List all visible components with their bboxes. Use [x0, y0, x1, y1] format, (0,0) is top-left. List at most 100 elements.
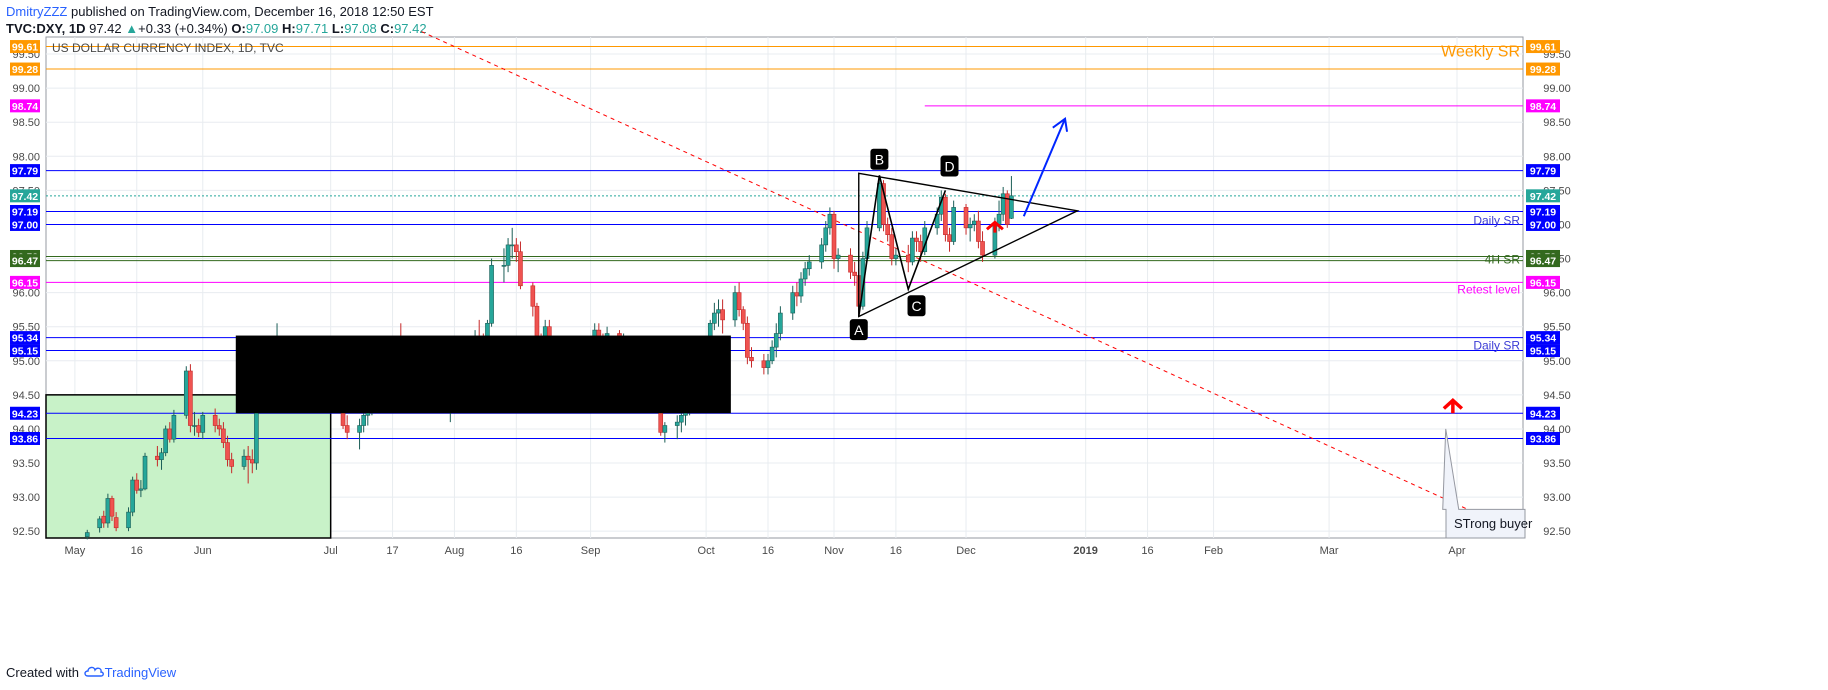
weekly-sr-label: Weekly SR	[1441, 44, 1520, 61]
publish-info: DmitryZZZ published on TradingView.com, …	[6, 4, 434, 19]
h4-sr-label: 4H SR	[1485, 253, 1521, 267]
price-badge-left-label: 95.34	[12, 333, 38, 345]
price-badge-right	[1526, 254, 1560, 268]
candle-body	[765, 360, 771, 368]
candle-body	[155, 455, 160, 460]
author-link[interactable]: DmitryZZZ	[6, 4, 68, 19]
candle-body	[943, 196, 948, 235]
x-tick-label: 17	[386, 545, 398, 557]
candle-body	[819, 244, 824, 263]
x-tick-label: Sep	[581, 545, 601, 557]
point-c-label: C	[911, 298, 921, 314]
open-label: O:	[231, 21, 246, 36]
close-value: 97.42	[394, 21, 427, 36]
candle-body	[720, 309, 725, 321]
candle-body	[200, 415, 206, 433]
candle-body	[229, 459, 234, 467]
x-tick-label: 16	[890, 545, 902, 557]
x-tick-label: Aug	[445, 545, 465, 557]
redaction-box	[235, 335, 731, 414]
low-value: 97.08	[344, 21, 377, 36]
candle-body	[212, 415, 218, 426]
y-tick-label-right: 99.00	[1543, 83, 1571, 95]
price-badge-left	[10, 431, 40, 445]
open-value: 97.09	[245, 21, 279, 36]
x-tick-label: May	[64, 545, 85, 557]
price-badge-right	[1526, 204, 1560, 218]
x-tick-label: Apr	[1448, 545, 1465, 557]
price-badge-left-label: 97.19	[12, 206, 38, 218]
candle-body	[798, 278, 804, 297]
candle-body	[130, 479, 135, 513]
candle-body	[662, 425, 668, 433]
tradingview-brand[interactable]: TradingView	[104, 665, 177, 680]
candle-body	[241, 455, 247, 467]
price-badge-right-label: 97.79	[1530, 166, 1556, 178]
price-badge-left	[10, 254, 40, 268]
breakout-arrow	[1022, 118, 1066, 217]
candle-body	[761, 360, 767, 368]
price-badge-left	[10, 40, 40, 54]
price-badge-left	[10, 164, 40, 178]
candle-body	[885, 224, 890, 235]
x-tick-label: Dec	[956, 545, 976, 557]
y-tick-label-right: 92.50	[1543, 526, 1571, 538]
price-badge-left-label: 94.23	[12, 408, 38, 420]
y-tick-label-right: 93.00	[1543, 492, 1571, 504]
price-badge-right	[1526, 331, 1560, 345]
price-badge-right	[1526, 189, 1560, 203]
y-tick-label-left: 93.50	[12, 458, 40, 470]
price-badge-right-label: 95.15	[1530, 346, 1556, 358]
point-b-label: B	[875, 152, 884, 168]
candle-body	[716, 309, 721, 314]
tradingview-cloud-icon	[83, 665, 105, 680]
price-badge-left-label: 97.79	[12, 166, 38, 178]
candle-body	[790, 292, 796, 314]
candle-body	[745, 322, 750, 358]
abcd-path	[857, 175, 947, 317]
y-tick-label-right: 93.50	[1543, 458, 1571, 470]
price-badge-left-label: 99.61	[12, 42, 38, 54]
candle-body	[126, 511, 131, 529]
candle-body	[357, 425, 362, 433]
price-badge-right-label: 97.19	[1530, 206, 1556, 218]
candle-body	[518, 251, 523, 287]
candle-body	[113, 517, 119, 529]
price-badge-right-label: 99.61	[1530, 42, 1556, 54]
y-tick-label-right: 98.00	[1543, 151, 1571, 163]
candle-body	[802, 268, 808, 280]
created-with-text: Created with	[6, 665, 79, 680]
last-price: 97.42	[89, 21, 122, 36]
price-badge-left	[10, 99, 40, 113]
daily-sr-label: Daily SR	[1473, 214, 1520, 228]
x-tick-label: 16	[510, 545, 522, 557]
candle-body	[905, 254, 911, 263]
candle-body	[806, 261, 812, 270]
high-label: H:	[282, 21, 296, 36]
candle-body	[171, 415, 177, 440]
price-badge-right	[1526, 344, 1560, 358]
point-d-label-box	[940, 155, 959, 177]
price-badge-left-label: 97.42	[12, 191, 38, 203]
x-tick-label: Oct	[698, 545, 715, 557]
x-tick-label: 16	[762, 545, 774, 557]
candle-body	[183, 370, 189, 416]
price-badge-left	[10, 204, 40, 218]
candle-body	[914, 237, 919, 242]
price-badge-right	[1526, 62, 1560, 76]
candle-body	[773, 333, 779, 348]
y-tick-label-right: 95.00	[1543, 356, 1571, 368]
candle-body	[778, 312, 783, 334]
price-badge-left-label: 97.00	[12, 219, 38, 231]
change-up-arrow-icon: ▲	[125, 21, 139, 36]
candle-body	[344, 425, 350, 433]
price-badge-right	[1526, 406, 1560, 420]
candle-body	[361, 415, 366, 426]
candle-body	[142, 455, 148, 490]
price-badge-left-label: 96.47	[12, 256, 38, 268]
price-badge-left-label: 93.86	[12, 433, 38, 445]
red-up-arrow-icon	[985, 220, 1004, 233]
candle-body	[1009, 195, 1014, 219]
candle-body	[712, 312, 717, 324]
